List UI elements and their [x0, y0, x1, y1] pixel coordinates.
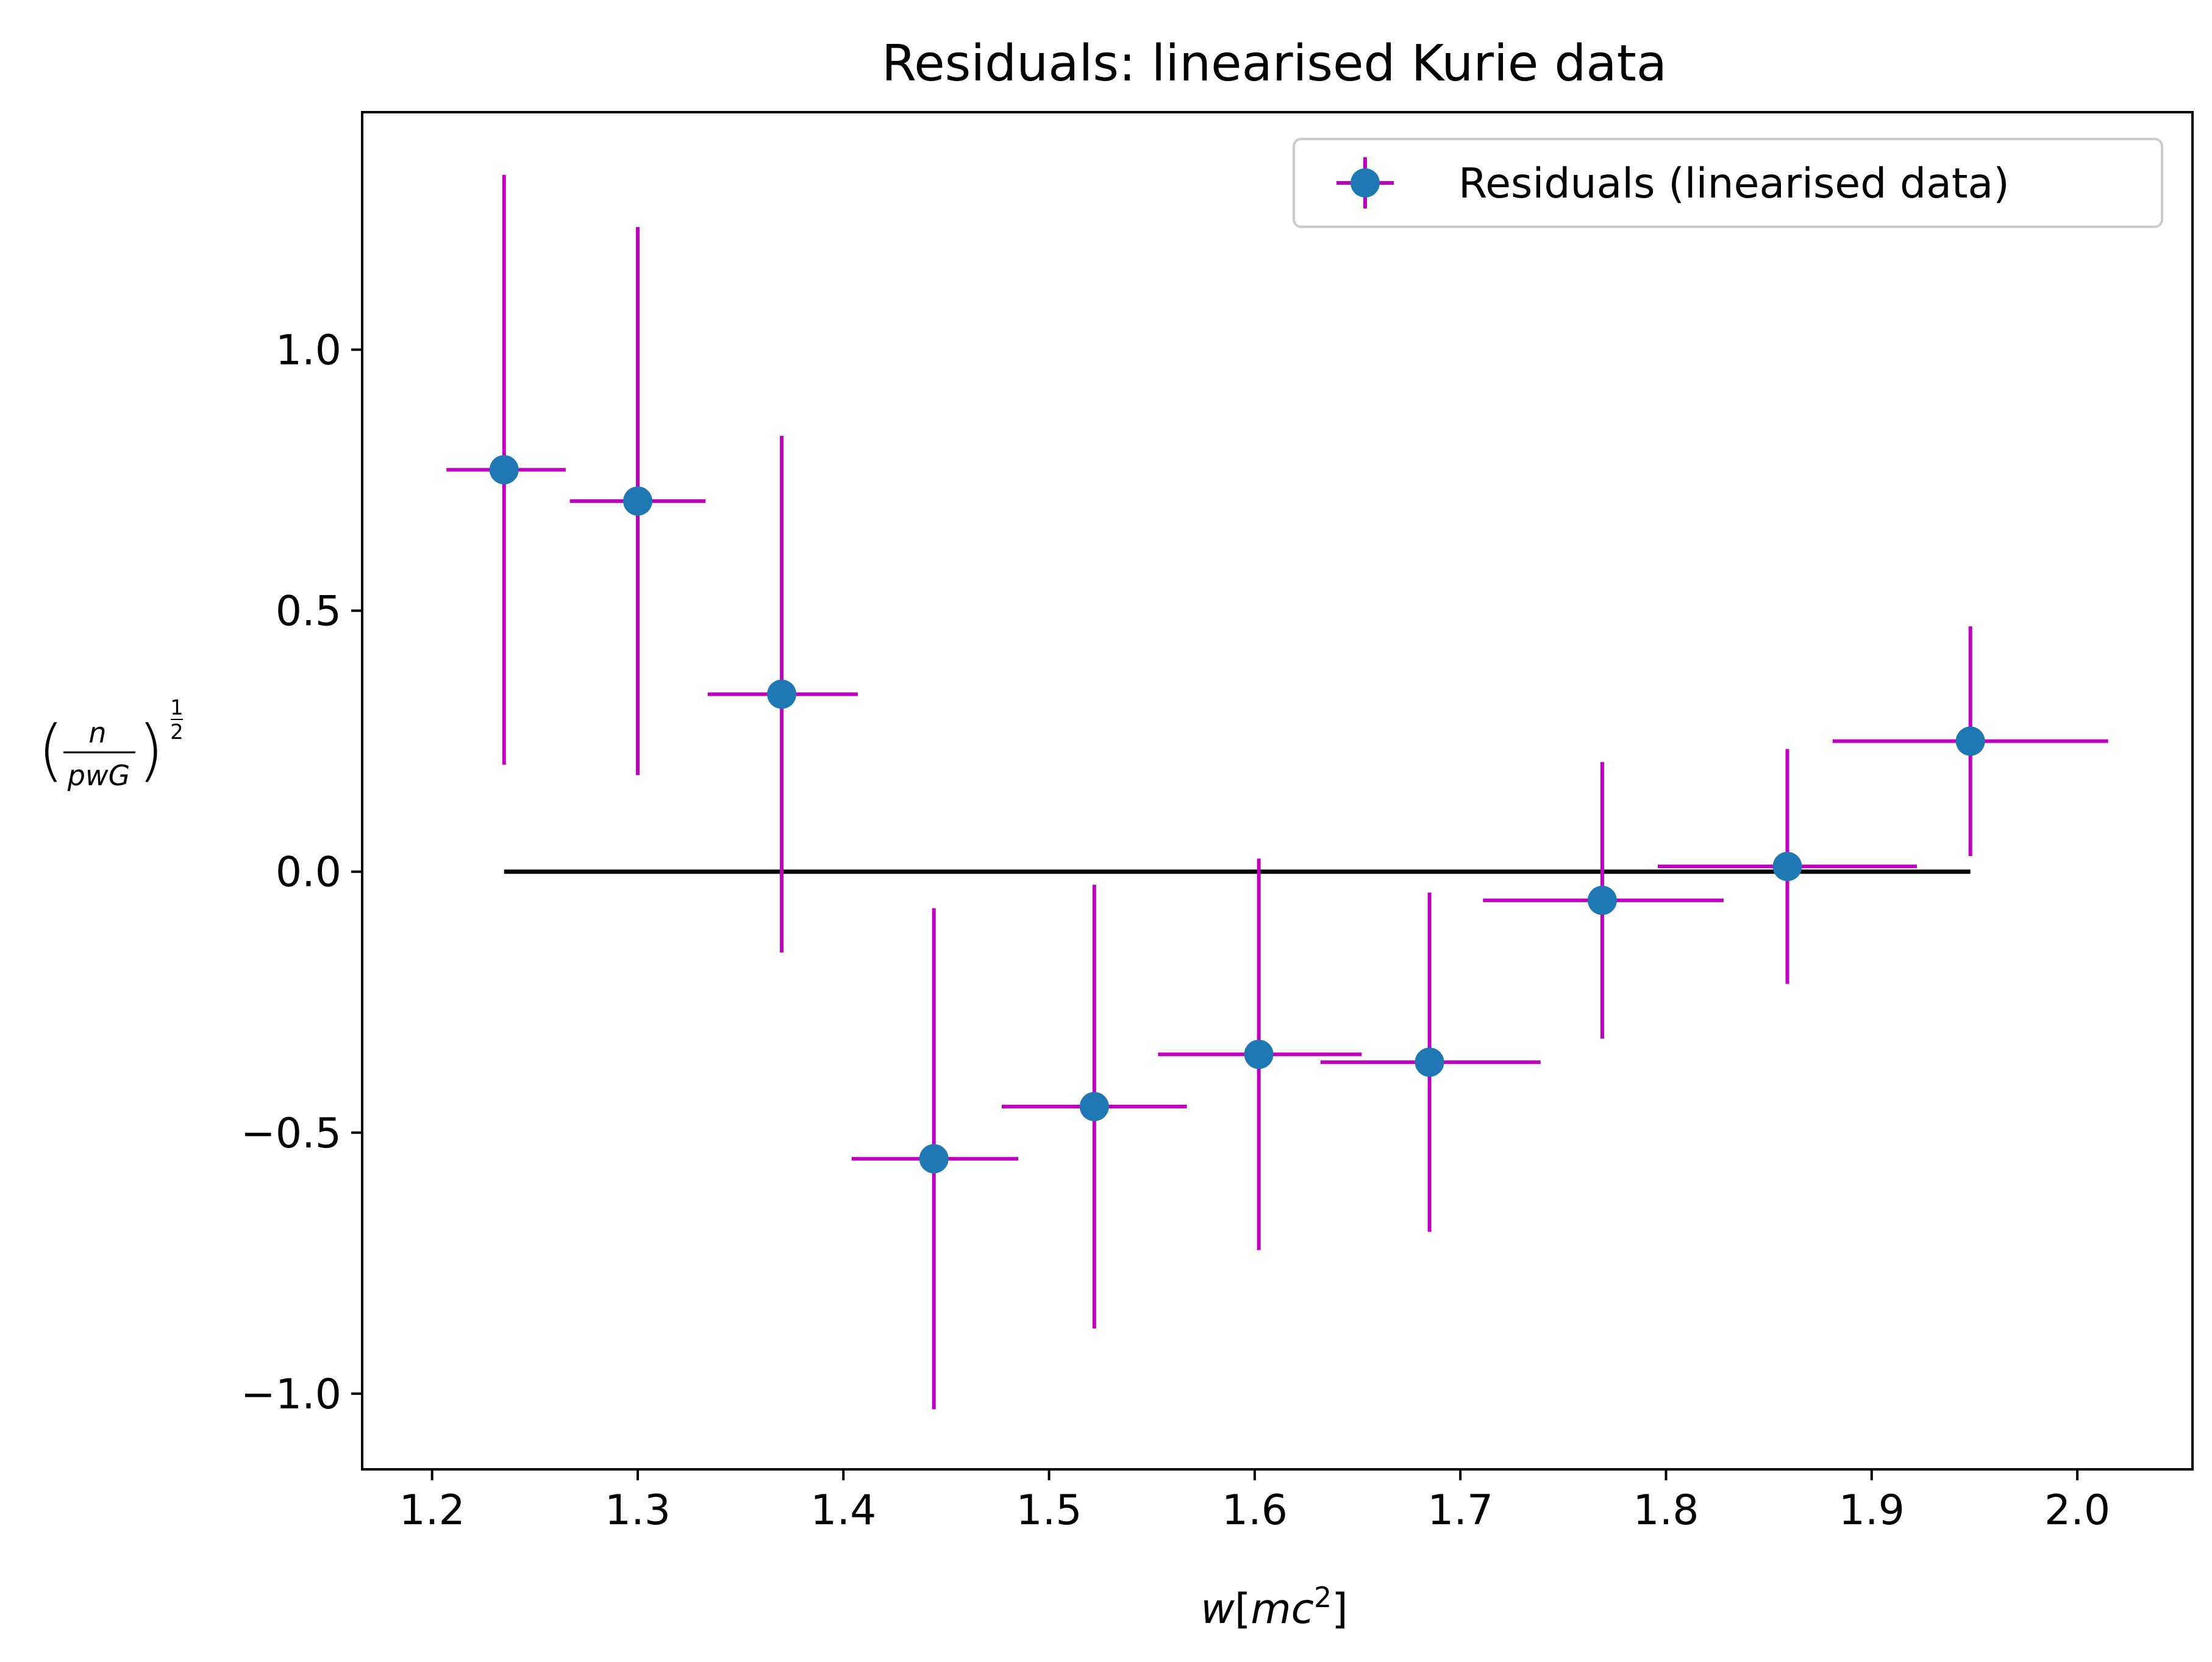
data-point — [1587, 885, 1617, 915]
x-tick-label: 2.0 — [2044, 1486, 2110, 1535]
y-tick-label: 1.0 — [276, 327, 341, 375]
svg-text:1: 1 — [170, 696, 184, 720]
legend-marker — [1350, 168, 1380, 198]
svg-text:n: n — [88, 716, 106, 749]
data-point — [1955, 726, 1985, 756]
x-axis-label: w[mc2] — [1201, 1581, 1348, 1633]
data-point — [1244, 1040, 1274, 1069]
axes-frame — [361, 111, 2194, 1471]
x-tick-label: 1.4 — [810, 1486, 876, 1535]
plot-area — [446, 174, 2108, 1410]
x-tick-label: 1.6 — [1222, 1486, 1288, 1535]
svg-text:pwG: pwG — [67, 759, 130, 792]
svg-text:2: 2 — [170, 720, 184, 744]
y-axis-label: ( n pwG ) 1 2 — [38, 696, 184, 792]
x-tick-label: 1.9 — [1839, 1486, 1905, 1535]
x-tick-label: 1.3 — [605, 1486, 671, 1535]
x-axis: 1.2 1.3 1.4 1.5 1.6 1.7 1.8 1.9 2.0 — [399, 1469, 2110, 1535]
x-tick-label: 1.8 — [1633, 1486, 1699, 1535]
y-tick-label: −0.5 — [241, 1110, 341, 1158]
chart-title: Residuals: linearised Kurie data — [882, 35, 1667, 93]
y-tick-label: −1.0 — [241, 1371, 341, 1419]
data-point — [1415, 1047, 1444, 1077]
data-point — [919, 1144, 949, 1174]
data-point — [623, 486, 652, 516]
svg-text:): ) — [138, 711, 164, 789]
legend: Residuals (linearised data) — [1293, 138, 2163, 228]
y-tick-label: 0.5 — [276, 588, 341, 636]
x-tick-label: 1.5 — [1016, 1486, 1082, 1535]
data-point — [767, 679, 797, 709]
data-point — [489, 455, 519, 485]
x-tick-label: 1.2 — [399, 1486, 465, 1535]
x-tick-label: 1.7 — [1427, 1486, 1493, 1535]
data-point — [1079, 1091, 1109, 1121]
legend-label: Residuals (linearised data) — [1458, 160, 2010, 208]
data-point — [1772, 852, 1802, 882]
legend-box — [1293, 138, 2163, 228]
y-axis: −1.0 −0.5 0.0 0.5 1.0 — [241, 327, 362, 1419]
svg-text:(: ( — [38, 711, 64, 789]
y-tick-label: 0.0 — [276, 849, 341, 897]
